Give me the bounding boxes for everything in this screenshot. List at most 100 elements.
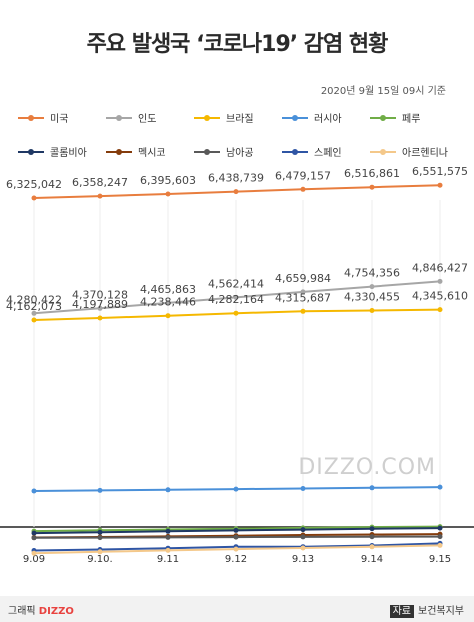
- data-point: [437, 307, 443, 313]
- legend-item: 미국: [18, 110, 68, 125]
- data-point: [165, 487, 171, 493]
- legend-label: 콜롬비아: [50, 148, 87, 159]
- legend-item: 브라질: [194, 110, 254, 125]
- data-point: [165, 547, 171, 553]
- data-label: 4,345,610: [412, 290, 468, 303]
- data-point: [437, 525, 443, 531]
- legend-swatch: [18, 148, 44, 155]
- data-label: 6,551,575: [412, 165, 468, 178]
- data-point: [300, 527, 306, 533]
- source: 자료 보건복지부: [389, 602, 464, 618]
- data-point: [437, 182, 443, 188]
- data-label: 6,358,247: [72, 176, 128, 189]
- legend-swatch: [106, 114, 132, 121]
- data-label: 4,330,455: [344, 291, 400, 304]
- data-point: [31, 195, 37, 201]
- legend-swatch: [194, 148, 220, 155]
- data-label: 4,562,414: [208, 277, 264, 290]
- x-tick-label: 9.15: [429, 554, 451, 565]
- data-point: [233, 294, 239, 300]
- data-point: [165, 300, 171, 306]
- legend-swatch: [18, 114, 44, 121]
- data-point: [97, 315, 103, 321]
- footer: 그래픽 DIZZO 자료 보건복지부: [0, 596, 474, 622]
- data-point: [437, 542, 443, 548]
- data-label: 4,659,984: [275, 272, 331, 285]
- data-point: [233, 546, 239, 552]
- data-point: [369, 544, 375, 550]
- data-label: 6,325,042: [6, 178, 62, 191]
- data-label: 6,479,157: [275, 169, 331, 182]
- legend-item: 멕시코: [106, 144, 166, 159]
- source-label: 자료: [389, 605, 414, 618]
- data-point: [437, 534, 443, 540]
- x-tick-label: 9.10.: [87, 554, 112, 565]
- data-label: 4,465,863: [140, 283, 196, 296]
- data-point: [97, 305, 103, 311]
- legend-item: 페루: [370, 110, 420, 125]
- data-point: [165, 528, 171, 534]
- legend-label: 아르헨티나: [402, 148, 448, 159]
- data-point: [437, 278, 443, 284]
- source-name: 보건복지부: [418, 606, 464, 617]
- data-label: 4,162,073: [6, 300, 62, 313]
- data-label: 6,516,861: [344, 167, 400, 180]
- data-label: 4,197,889: [72, 298, 128, 311]
- data-point: [300, 308, 306, 314]
- legend-label: 스페인: [314, 148, 342, 159]
- legend-swatch: [106, 148, 132, 155]
- data-point: [300, 534, 306, 540]
- legend-item: 인도: [106, 110, 156, 125]
- data-point: [165, 191, 171, 197]
- x-tick-label: 9.14: [361, 554, 383, 565]
- legend-label: 페루: [402, 114, 421, 125]
- data-point: [233, 486, 239, 492]
- data-point: [369, 308, 375, 313]
- legend-label: 미국: [50, 114, 69, 125]
- x-tick-label: 9.12: [225, 554, 247, 565]
- data-label: 4,282,164: [208, 293, 264, 306]
- x-tick-label: 9.11: [157, 554, 179, 565]
- data-point: [233, 310, 239, 316]
- data-point: [300, 545, 306, 551]
- data-point: [97, 193, 103, 199]
- data-point: [97, 535, 103, 541]
- legend-item: 콜롬비아: [18, 144, 87, 159]
- data-label: 4,370,128: [72, 288, 128, 301]
- data-label: 4,315,687: [275, 291, 331, 304]
- data-label: 4,754,356: [344, 267, 400, 280]
- data-point: [165, 534, 171, 540]
- legend-label: 인도: [138, 114, 157, 125]
- chart-title: 주요 발생국 ‘코로나19’ 감염 현황: [86, 32, 389, 57]
- x-tick-label: 9.09: [23, 554, 45, 565]
- data-label: 6,438,739: [208, 172, 264, 185]
- data-point: [31, 535, 37, 541]
- data-point: [31, 530, 37, 536]
- data-label: 4,846,427: [412, 261, 468, 274]
- data-point: [233, 534, 239, 540]
- legend-swatch: [282, 148, 308, 155]
- legend-label: 멕시코: [138, 148, 166, 159]
- data-point: [165, 313, 171, 319]
- data-point: [31, 550, 37, 556]
- credit-brand: DIZZO: [38, 606, 74, 617]
- data-point: [31, 317, 37, 323]
- data-label: 4,238,446: [140, 296, 196, 309]
- data-point: [233, 189, 239, 195]
- credit-prefix: 그래픽: [8, 606, 36, 617]
- legend-item: 러시아: [282, 110, 342, 125]
- legend-swatch: [370, 148, 396, 155]
- data-point: [437, 484, 443, 490]
- data-label: 6,395,603: [140, 174, 196, 187]
- watermark: DIZZO.COM: [298, 455, 436, 480]
- data-point: [97, 487, 103, 493]
- data-point: [369, 284, 375, 290]
- header: 주요 발생국 ‘코로나19’ 감염 현황 2020년 9월 15일 09시 기준: [0, 0, 474, 112]
- legend-label: 러시아: [314, 114, 342, 125]
- legend-item: 남아공: [194, 144, 254, 159]
- data-point: [233, 527, 239, 533]
- data-point: [97, 529, 103, 535]
- data-point: [300, 289, 306, 295]
